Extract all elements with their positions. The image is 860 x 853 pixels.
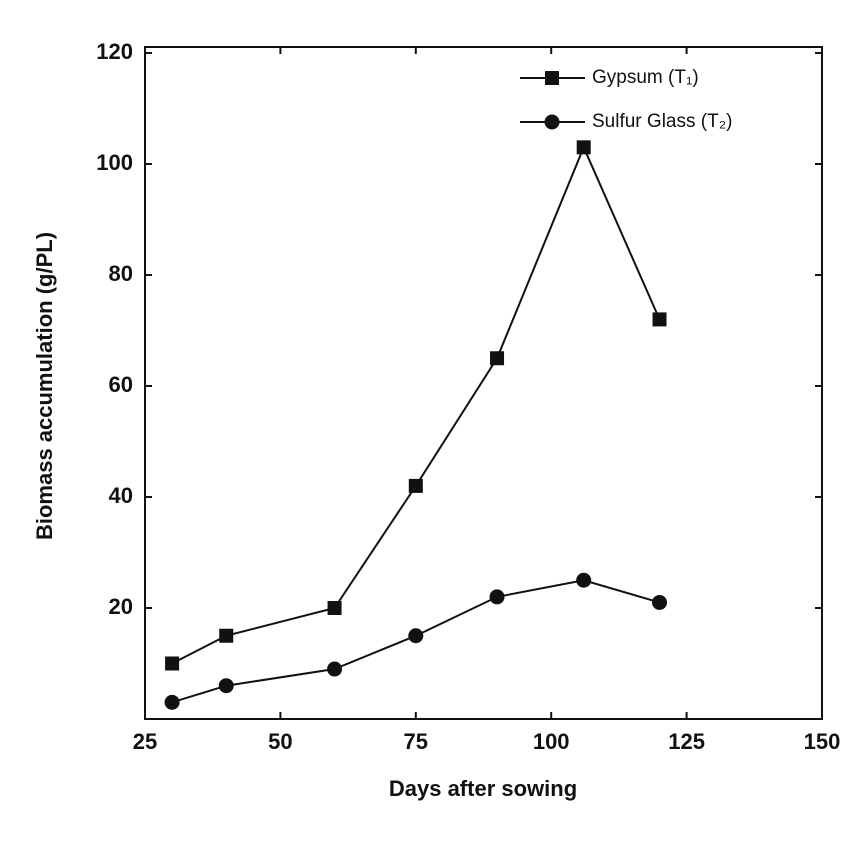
data-point	[408, 628, 424, 644]
legend-text: Gypsum (T₁)	[592, 67, 699, 88]
data-point	[165, 656, 180, 671]
data-point	[218, 678, 234, 694]
data-point	[219, 628, 234, 643]
data-point	[490, 351, 505, 366]
x-tick-label: 150	[804, 729, 841, 754]
plot-frame	[144, 46, 823, 720]
y-tick-label: 80	[109, 261, 133, 286]
data-point	[576, 140, 591, 155]
y-tick-label: 20	[109, 594, 133, 619]
y-axis-title: Biomass accumulation (g/PL)	[32, 232, 57, 540]
x-tick-label: 100	[533, 729, 570, 754]
x-tick-label: 50	[268, 729, 292, 754]
data-point	[576, 572, 592, 588]
legend-marker	[544, 114, 560, 130]
data-point	[652, 594, 668, 610]
x-tick-label: 25	[133, 729, 157, 754]
data-point	[327, 661, 343, 677]
legend-text: Sulfur Glass (T₂)	[592, 111, 732, 132]
data-point	[327, 601, 342, 615]
y-tick-label: 40	[109, 483, 133, 508]
y-tick-label: 120	[96, 39, 133, 64]
y-tick-label: 60	[109, 372, 133, 397]
x-tick-label: 75	[404, 729, 428, 754]
legend-marker	[545, 71, 559, 85]
data-point	[652, 312, 667, 327]
data-point	[489, 589, 505, 605]
data-point	[164, 694, 180, 710]
x-tick-label: 125	[668, 729, 705, 754]
data-point	[408, 478, 423, 493]
x-axis-title: Days after sowing	[389, 776, 577, 801]
y-tick-label: 100	[96, 150, 133, 175]
